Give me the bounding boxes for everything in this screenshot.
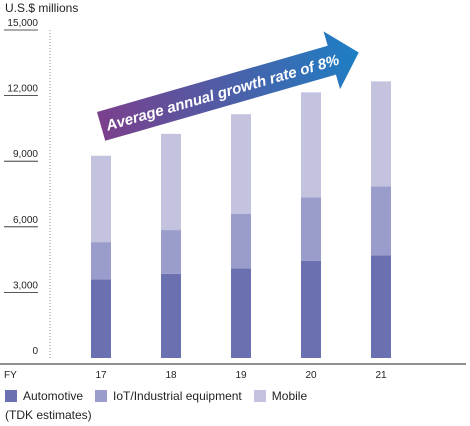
legend-item-iot: IoT/Industrial equipment [95,389,242,403]
legend-swatch-iot [95,390,108,402]
bar-segment-iot-industrial-equipment [371,186,391,256]
bar-segment-mobile [371,81,391,187]
y-tick-label: 0 [32,346,38,357]
x-tick-label: 18 [165,370,177,381]
y-tick-label: 6,000 [13,215,38,226]
y-tick-label: 12,000 [7,84,38,95]
bar-segment-mobile [301,92,321,198]
bar-segment-automotive [91,279,111,358]
growth-arrow-shape [96,31,359,141]
bar-segment-iot-industrial-equipment [91,242,111,280]
y-axis-unit-label: U.S.$ millions [5,1,79,15]
bar-segment-mobile [231,114,251,214]
bar-segment-iot-industrial-equipment [161,230,181,274]
x-tick-label: 17 [95,370,107,381]
bar-segment-automotive [371,255,391,358]
legend-swatch-automotive [5,390,17,402]
bar-segment-mobile [91,155,111,243]
bar-segment-automotive [301,260,321,358]
legend-label-iot: IoT/Industrial equipment [113,389,242,403]
bar-segment-iot-industrial-equipment [301,197,321,261]
bar-segment-automotive [161,273,181,358]
legend-item-automotive: Automotive [5,389,83,403]
bar-segment-automotive [231,268,251,358]
x-tick-label: 19 [235,370,247,381]
growth-arrow: Average annual growth rate of 8% [96,31,359,141]
footnote: (TDK estimates) [5,408,92,422]
x-tick-label: 21 [375,370,387,381]
y-tick-label: 9,000 [13,149,38,160]
bars: 17 18 19 20 21 [91,81,391,381]
x-axis-prefix: FY [4,370,17,381]
axes: 0 3,000 6,000 9,000 12,000 15,000 FY [0,18,466,381]
y-tick-label: 15,000 [7,18,38,29]
bar-segment-mobile [161,133,181,231]
legend-label-mobile: Mobile [271,389,308,403]
legend-swatch-mobile [253,390,266,402]
legend-label-automotive: Automotive [23,389,84,403]
bar-segment-iot-industrial-equipment [231,213,251,269]
legend-item-mobile: Mobile [253,389,308,403]
y-tick-label: 3,000 [13,280,38,291]
growth-annotation: Average annual growth rate of 8% [96,31,359,141]
x-tick-label: 20 [305,370,317,381]
legend: Automotive IoT/Industrial equipment Mobi… [5,389,319,403]
